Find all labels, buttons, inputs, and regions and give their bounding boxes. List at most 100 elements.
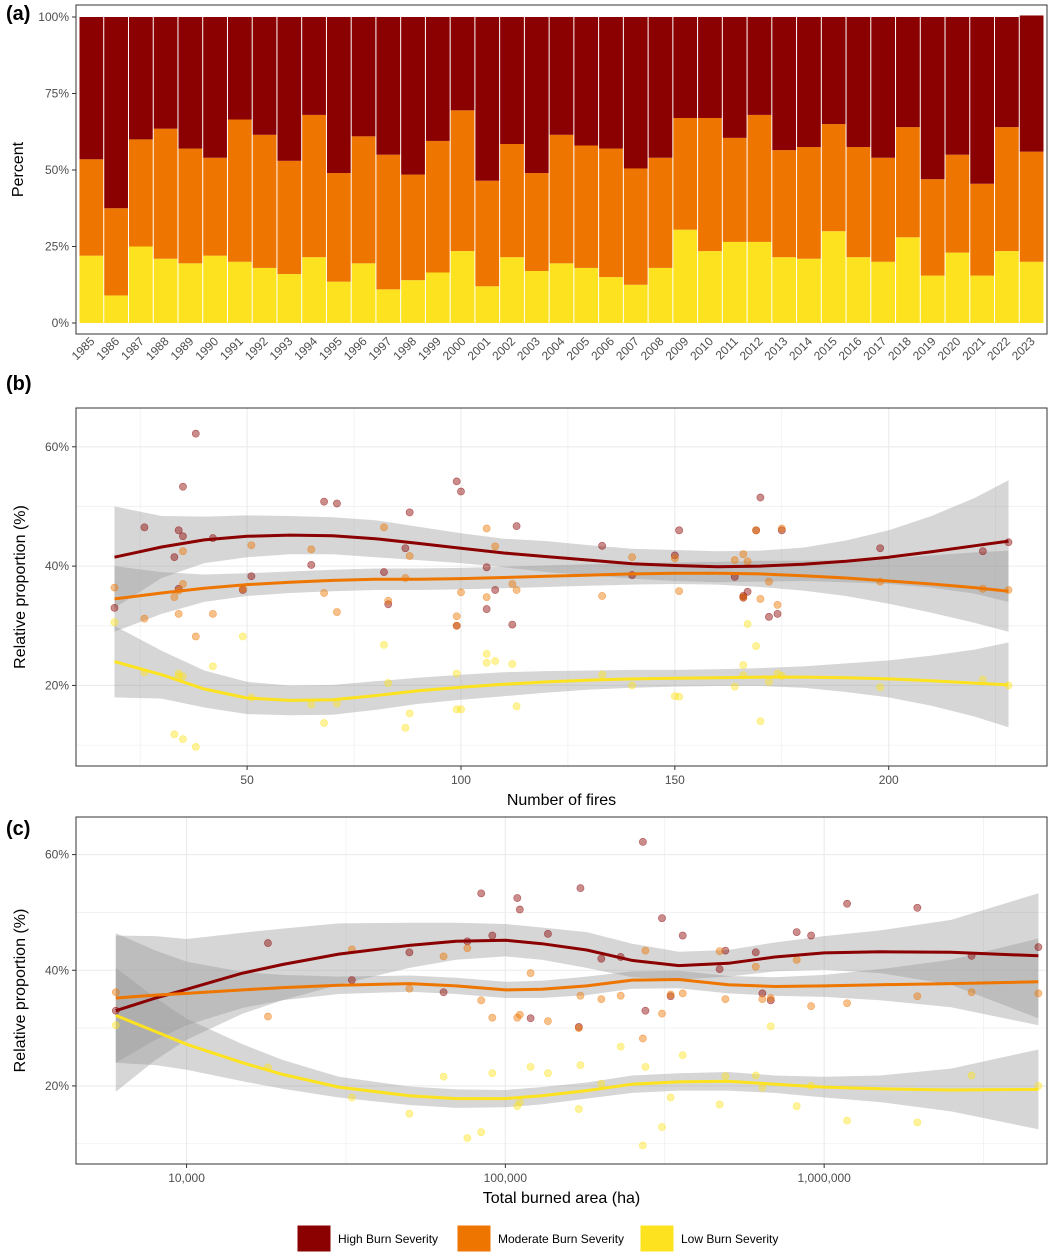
y-tick-label: 60%	[45, 440, 69, 454]
data-point	[658, 1009, 666, 1018]
x-tick-label: 2021	[959, 334, 988, 363]
data-point	[743, 557, 752, 566]
bar-segment	[450, 251, 475, 323]
x-tick-label: 1990	[192, 334, 221, 363]
y-axis-title: Relative proportion (%)	[12, 505, 29, 669]
data-point	[574, 1105, 583, 1113]
data-point	[401, 723, 410, 732]
data-point	[111, 988, 120, 997]
data-point	[730, 682, 739, 691]
data-point	[739, 593, 748, 602]
bar-segment	[648, 267, 673, 323]
bar-segment	[450, 110, 475, 252]
bar-segment	[896, 237, 920, 323]
data-point	[616, 1042, 625, 1051]
data-point	[641, 1006, 650, 1015]
data-point	[766, 994, 775, 1002]
data-point	[482, 593, 491, 602]
x-tick-label: 2009	[663, 334, 692, 363]
data-point	[544, 1017, 552, 1026]
x-tick-label: 2001	[465, 334, 494, 363]
smooth-line	[115, 1014, 1039, 1101]
x-tick-label: 2004	[539, 334, 568, 363]
data-point	[807, 1002, 816, 1011]
bar-segment	[351, 17, 376, 137]
data-point	[576, 884, 585, 893]
data-point	[405, 709, 414, 718]
data-point	[179, 547, 187, 556]
panel-label: (b)	[6, 373, 32, 395]
x-tick-label: 2010	[687, 334, 716, 363]
legend: High Burn Severity Moderate Burn Severity…	[296, 1224, 778, 1253]
plot-frame	[75, 816, 1048, 1165]
x-tick-label: 1997	[366, 334, 395, 363]
data-point	[307, 700, 316, 709]
data-point	[675, 587, 684, 596]
x-tick-label: 2015	[811, 334, 840, 363]
data-point	[439, 1072, 448, 1081]
data-point	[675, 526, 684, 535]
y-tick-label: 40%	[45, 559, 69, 573]
bar-segment	[425, 17, 450, 141]
bar-segment	[599, 148, 623, 278]
x-tick-label: 1996	[341, 334, 370, 363]
data-point	[380, 523, 388, 532]
bar-segment	[896, 127, 920, 238]
data-point	[247, 572, 256, 581]
data-point	[807, 931, 816, 940]
data-point	[452, 669, 461, 678]
bar-segment	[500, 257, 524, 323]
x-tick-label: 2019	[910, 334, 939, 363]
bar-segment	[79, 17, 104, 160]
data-point	[751, 962, 760, 971]
y-tick-label: 20%	[45, 678, 69, 692]
smooth-line	[115, 938, 1039, 1013]
bar-segment	[500, 143, 524, 258]
data-point	[876, 683, 885, 692]
bar-segment	[227, 119, 252, 262]
bar-segment	[475, 180, 500, 287]
data-point	[641, 1062, 650, 1071]
bar-segment	[252, 17, 277, 135]
x-tick-label: 2003	[514, 334, 543, 363]
bar-segment	[995, 251, 1019, 323]
data-point	[463, 944, 472, 953]
bar-segment	[623, 284, 648, 323]
bar-segment	[1019, 261, 1044, 323]
data-point	[526, 969, 535, 978]
data-point	[758, 1083, 767, 1092]
data-point	[628, 553, 636, 562]
bar-segment	[673, 229, 698, 323]
data-point	[743, 620, 752, 628]
y-tick-label: 0%	[52, 316, 70, 330]
bar-segment	[252, 267, 277, 323]
y-tick-label: 20%	[45, 1079, 69, 1093]
bar-segment	[772, 150, 797, 258]
data-point	[544, 929, 552, 938]
bar-segment	[302, 17, 326, 115]
bar-segment	[673, 17, 698, 118]
bar-segment	[104, 17, 128, 209]
data-point	[715, 947, 724, 956]
bar-segment	[599, 277, 623, 323]
data-point	[739, 661, 748, 670]
x-tick-label: 1994	[291, 334, 320, 363]
bar-segment	[178, 17, 203, 149]
data-point	[598, 670, 607, 679]
x-tick-label: 2020	[935, 334, 964, 363]
bar-segment	[995, 127, 1019, 252]
bar-segment	[203, 17, 227, 158]
bar-segment	[500, 17, 524, 144]
legend-swatch	[456, 1224, 492, 1253]
bar-segment	[574, 17, 599, 146]
bar-segment	[821, 124, 846, 232]
data-point	[380, 640, 388, 649]
bar-segment	[945, 17, 970, 155]
data-point	[347, 976, 356, 984]
plot-background	[76, 408, 1047, 766]
data-point	[457, 705, 465, 714]
data-point	[773, 609, 782, 618]
bar-segment	[896, 17, 920, 128]
y-tick-label: 50%	[45, 163, 69, 177]
bar-segment	[821, 17, 846, 125]
